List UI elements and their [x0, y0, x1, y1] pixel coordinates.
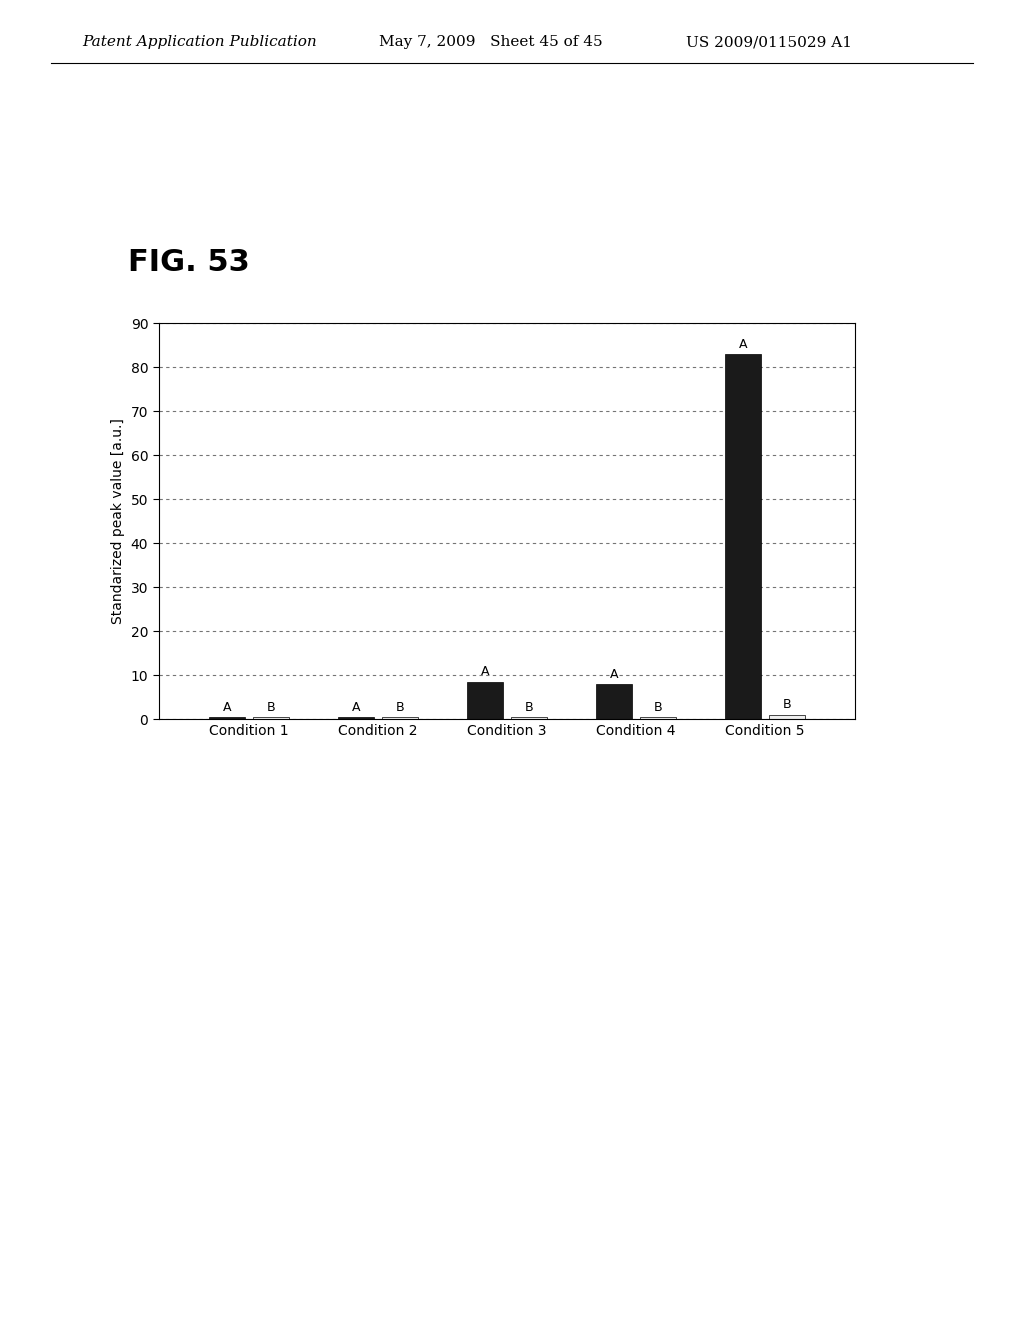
Bar — [382, 717, 418, 719]
Text: Patent Application Publication: Patent Application Publication — [82, 36, 316, 49]
Bar — [640, 717, 676, 719]
Text: A: A — [480, 665, 489, 678]
Bar — [511, 717, 547, 719]
Text: A: A — [223, 701, 231, 714]
Bar — [769, 715, 805, 719]
Text: B: B — [782, 698, 791, 711]
Text: A: A — [738, 338, 748, 351]
Text: B: B — [653, 701, 663, 714]
Text: A: A — [609, 668, 618, 681]
Y-axis label: Standarized peak value [a.u.]: Standarized peak value [a.u.] — [112, 418, 125, 624]
Text: May 7, 2009   Sheet 45 of 45: May 7, 2009 Sheet 45 of 45 — [379, 36, 602, 49]
Text: B: B — [266, 701, 275, 714]
Text: B: B — [395, 701, 404, 714]
Bar — [725, 354, 761, 719]
Bar — [596, 684, 632, 719]
Bar — [253, 717, 289, 719]
Bar — [209, 717, 245, 719]
Text: US 2009/0115029 A1: US 2009/0115029 A1 — [686, 36, 852, 49]
Text: B: B — [524, 701, 534, 714]
Bar — [338, 717, 374, 719]
Bar — [467, 682, 503, 719]
Text: A: A — [352, 701, 360, 714]
Text: FIG. 53: FIG. 53 — [128, 248, 250, 277]
